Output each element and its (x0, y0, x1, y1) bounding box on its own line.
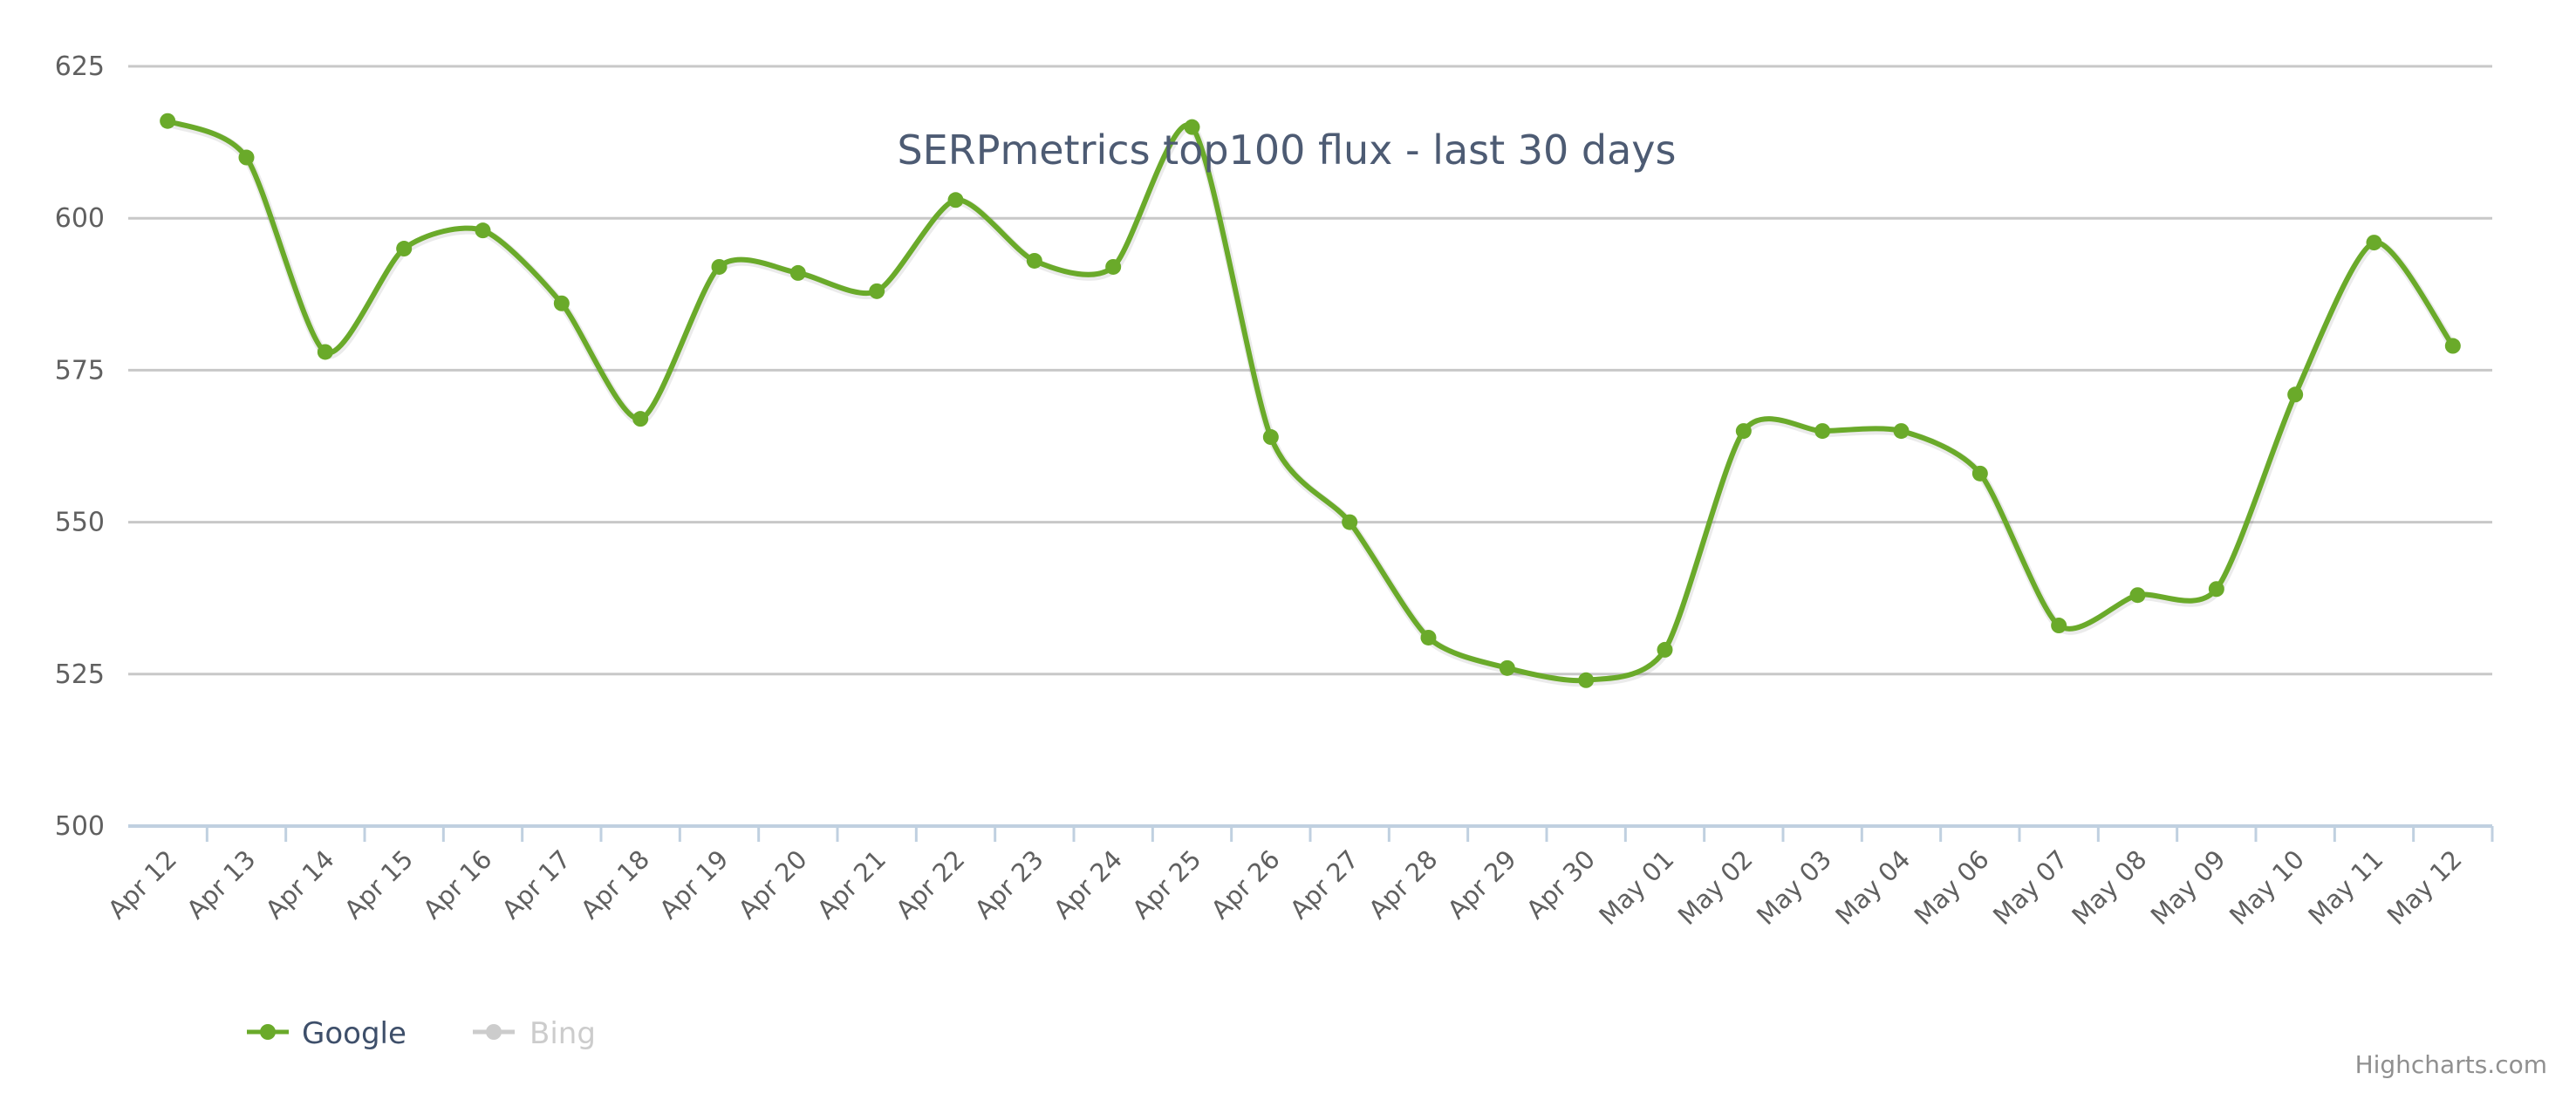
data-point[interactable]: May 04: 565 (1893, 423, 1910, 440)
grid-lines (128, 65, 2492, 676)
data-point[interactable]: Apr 21: 588 (869, 283, 885, 299)
x-tick-label: Apr 26 (1206, 844, 1286, 925)
x-tick-label: Apr 29 (1442, 844, 1522, 925)
legend-marker-icon (260, 1024, 276, 1040)
legend-marker-icon (486, 1024, 502, 1040)
data-point[interactable]: May 12: 579 (2444, 338, 2461, 354)
data-point[interactable]: Apr 18: 567 (632, 411, 649, 427)
x-tick-label: Apr 18 (575, 844, 655, 925)
y-tick-label: 600 (55, 203, 105, 234)
data-point[interactable]: May 11: 596 (2366, 235, 2382, 251)
data-point[interactable]: Apr 19: 592 (711, 258, 728, 275)
y-axis-labels: 500 525 550 575 600 625 (55, 51, 105, 842)
x-tick-label: Apr 19 (653, 844, 734, 925)
data-point[interactable]: May 06: 558 (1971, 465, 1988, 482)
data-point[interactable]: May 10: 571 (2287, 386, 2304, 403)
x-tick-label: Apr 23 (969, 844, 1049, 925)
data-point[interactable]: Apr 12: 616 (160, 113, 176, 129)
legend-label-bing: Bing (530, 1016, 596, 1051)
y-tick-label: 525 (55, 659, 105, 690)
x-tick-label: Apr 16 (417, 844, 497, 925)
data-point[interactable]: May 03: 565 (1814, 423, 1831, 440)
x-tick-label: Apr 14 (260, 844, 340, 925)
x-tick-label: May 09 (2145, 844, 2231, 931)
data-point[interactable]: May 02: 565 (1735, 423, 1752, 440)
x-tick-label: May 12 (2381, 844, 2468, 931)
data-point[interactable]: Apr 26: 564 (1262, 429, 1279, 446)
x-tick-label: Apr 15 (338, 844, 419, 925)
data-point[interactable]: May 09: 539 (2208, 581, 2224, 598)
y-tick-label: 575 (55, 355, 105, 386)
data-point[interactable]: Apr 25: 615 (1184, 119, 1200, 135)
x-tick-label: May 07 (1987, 844, 2074, 931)
x-tick-label: Apr 28 (1363, 844, 1443, 925)
legend-label-google: Google (302, 1016, 407, 1051)
x-tick-label: May 04 (1829, 844, 1916, 931)
y-tick-label: 550 (55, 508, 105, 538)
data-point[interactable]: May 01: 529 (1657, 641, 1673, 658)
x-tick-label: Apr 24 (1048, 844, 1128, 925)
x-tick-label: Apr 21 (811, 844, 892, 925)
x-tick-label: Apr 22 (890, 844, 970, 925)
x-tick-label: Apr 12 (102, 844, 182, 925)
x-tick-label: Apr 20 (733, 844, 813, 925)
data-point[interactable]: Apr 30: 524 (1578, 672, 1595, 688)
series-shadow (167, 118, 2457, 687)
data-point[interactable]: Apr 14: 578 (317, 344, 333, 360)
data-point[interactable]: Apr 23: 593 (1026, 252, 1042, 269)
y-tick-label: 500 (55, 811, 105, 842)
x-tick-label: May 08 (2066, 844, 2152, 931)
x-tick-label: Apr 13 (181, 844, 261, 925)
x-tick-label: Apr 17 (496, 844, 577, 925)
x-tick-label: May 11 (2302, 844, 2388, 931)
data-point[interactable]: Apr 24: 592 (1105, 258, 1122, 275)
x-tick-label: May 01 (1593, 844, 1679, 931)
data-point[interactable]: May 07: 533 (2051, 618, 2067, 634)
data-point[interactable]: May 08: 538 (2129, 587, 2146, 604)
credits-link[interactable]: Highcharts.com (2355, 1050, 2547, 1079)
legend-item-google[interactable]: Google (247, 1016, 407, 1051)
y-tick-label: 625 (55, 51, 105, 82)
data-point[interactable]: Apr 13: 610 (238, 149, 255, 166)
chart-title: SERPmetrics top100 flux - last 30 days (897, 126, 1676, 174)
data-point[interactable]: Apr 29: 526 (1499, 659, 1515, 676)
data-point[interactable]: Apr 20: 591 (789, 264, 806, 281)
x-tick-label: Apr 30 (1520, 844, 1601, 925)
data-point[interactable]: Apr 22: 603 (947, 192, 964, 208)
x-tick-label: May 03 (1751, 844, 1837, 931)
data-point[interactable]: Apr 17: 586 (553, 295, 570, 311)
series-line[interactable] (165, 118, 2456, 684)
data-point[interactable]: Apr 28: 531 (1420, 629, 1437, 646)
x-tick-label: Apr 25 (1126, 844, 1206, 925)
data-point[interactable]: Apr 15: 595 (396, 241, 413, 257)
legend-item-bing[interactable]: Bing (473, 1016, 596, 1051)
data-point[interactable]: Apr 27: 550 (1342, 514, 1358, 530)
x-tick-label: Apr 27 (1284, 844, 1364, 925)
series-google[interactable]: Apr 12: 616 Apr 13: 610 Apr 14: 578 Apr 15:… (160, 113, 2461, 688)
x-tick-label: May 06 (1909, 844, 1995, 931)
x-tick-label: May 02 (1672, 844, 1759, 931)
x-tick-label: May 10 (2224, 844, 2310, 931)
data-point[interactable]: Apr 16: 598 (475, 222, 491, 239)
